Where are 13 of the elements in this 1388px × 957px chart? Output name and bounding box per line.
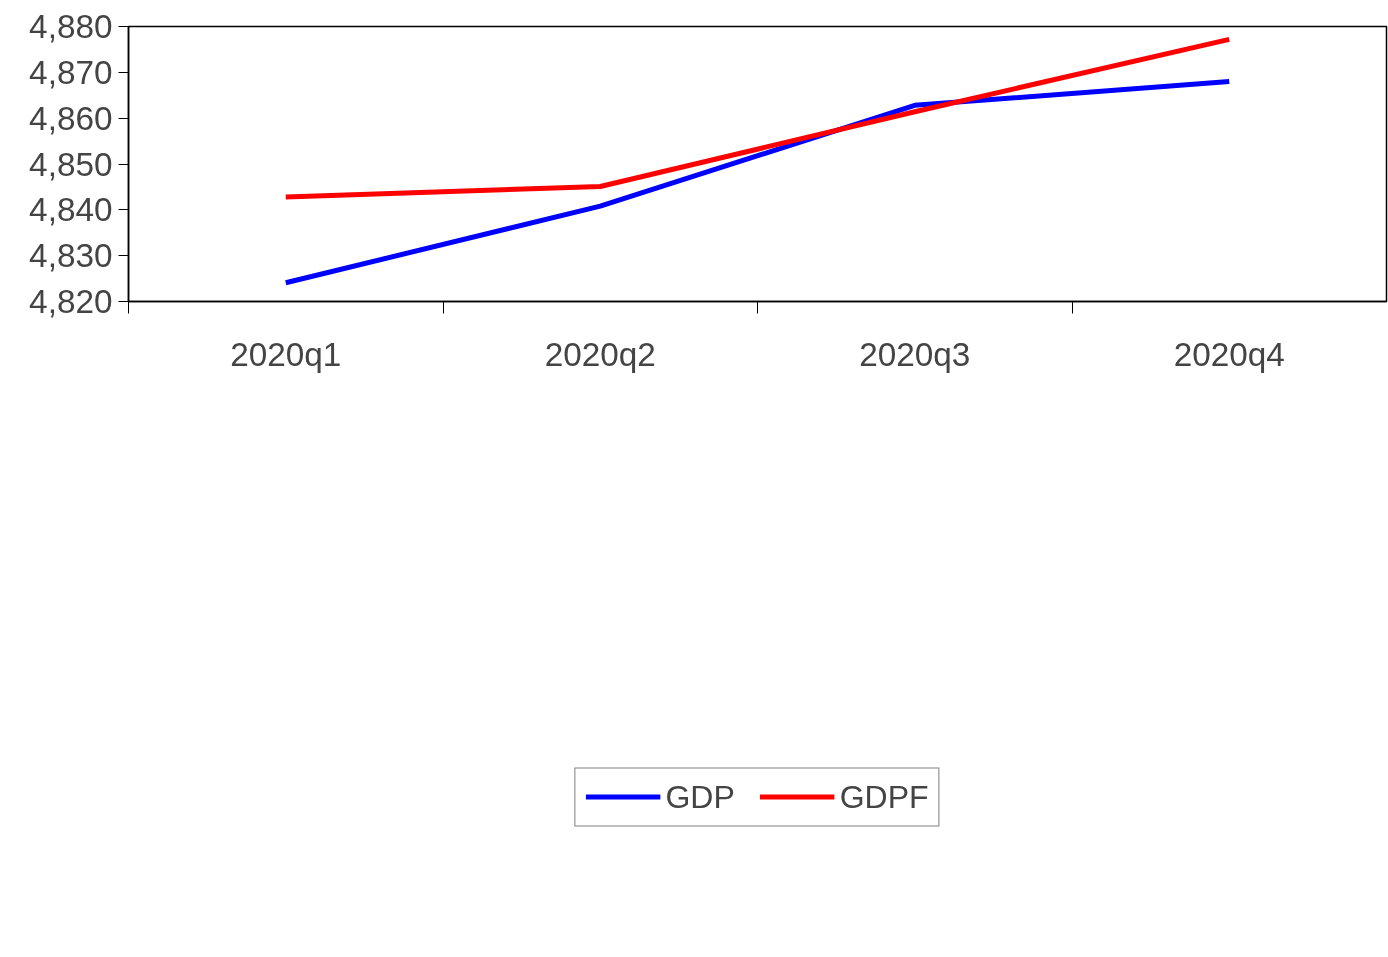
legend-label: GDP — [665, 778, 735, 816]
x-tick-label: 2020q1 — [230, 335, 342, 373]
y-tick-label: 4,860 — [29, 99, 113, 137]
x-tick-label: 2020q2 — [544, 335, 656, 373]
x-tick-label: 2020q3 — [859, 335, 971, 373]
y-tick-label: 4,880 — [29, 8, 113, 45]
legend-label: GDPF — [839, 778, 929, 816]
x-tick-label: 2020q4 — [1173, 335, 1285, 373]
y-tick-label: 4,850 — [29, 145, 113, 183]
y-tick-label: 4,870 — [29, 53, 113, 91]
y-tick-label: 4,820 — [29, 283, 113, 320]
y-tick-label: 4,840 — [29, 191, 113, 229]
y-tick-label: 4,830 — [29, 237, 113, 275]
